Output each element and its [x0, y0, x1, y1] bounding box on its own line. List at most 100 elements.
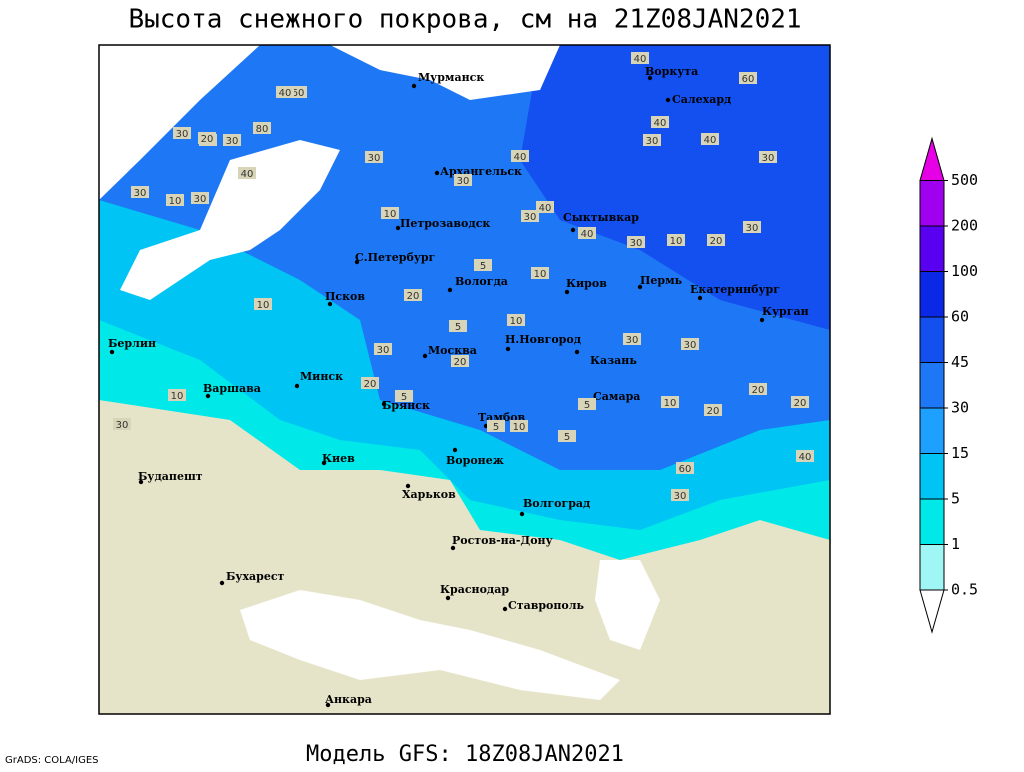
city-dot [138, 479, 144, 485]
contour-label-box [507, 314, 525, 326]
colorbar-segment [919, 453, 945, 500]
contour-label: 80 [256, 124, 269, 135]
caspian-sea [595, 560, 660, 650]
colorbar-high [919, 136, 945, 181]
city-label: Москва [428, 344, 477, 357]
contour-label-box [511, 150, 529, 162]
contour-label-box [667, 234, 685, 246]
city-label: Будапешт [138, 470, 203, 483]
contour-label: 30 [176, 129, 189, 140]
contour-label-box [743, 221, 761, 233]
city-dot [452, 447, 458, 453]
contour-label-box [276, 86, 294, 98]
city-dot [637, 284, 643, 290]
contour-label-box [643, 134, 661, 146]
contour-label-box [173, 127, 191, 139]
city-label: Воркута [645, 65, 698, 78]
contour-label: 5 [584, 400, 590, 411]
contour-label-box [449, 320, 467, 332]
city-dot [381, 401, 387, 407]
contour-label-box [474, 259, 492, 271]
contour-label: 20 [364, 379, 377, 390]
city-dot [647, 75, 653, 81]
contour-label: 30 [646, 136, 659, 147]
contour-label: 40 [799, 452, 812, 463]
city-dot [411, 83, 417, 89]
colorbar-segment [919, 316, 945, 363]
contour-label: 60 [679, 464, 692, 475]
city-dot [434, 170, 440, 176]
city-label: Волгоград [523, 497, 590, 510]
contour-label: 30 [457, 176, 470, 187]
city-label: Минск [300, 370, 343, 383]
colorbar-segment [919, 544, 945, 591]
barents-sea [330, 45, 560, 100]
city-dot [450, 545, 456, 551]
map-frame [98, 44, 831, 715]
cities: Мурманск Воркута Салехард Архангельск Сыктыв… [108, 65, 809, 708]
colorbar-label: 5 [951, 490, 960, 508]
contour-label-box [113, 418, 131, 430]
city-label: Самара [593, 390, 640, 403]
colorbar-segment [919, 362, 945, 409]
contour-label-box [451, 355, 469, 367]
contour-label-box [759, 151, 777, 163]
contour-label-box [521, 210, 539, 222]
contour-labels: 6080403030403010303020304060403040304030… [113, 52, 814, 502]
city-label: Ставрополь [508, 599, 585, 612]
city-dot [519, 511, 525, 517]
colorbar-label: 15 [951, 444, 969, 462]
black-sea [240, 590, 620, 700]
contour-label-box [238, 167, 256, 179]
contour-label: 30 [626, 335, 639, 346]
contour-label: 30 [674, 491, 687, 502]
colorbar-label: 60 [951, 308, 969, 326]
contour-label-box [191, 192, 209, 204]
contour-label-box [681, 338, 699, 350]
contour-label: 5 [564, 432, 570, 443]
contour-label: 40 [581, 229, 594, 240]
city-dot [447, 287, 453, 293]
contour-label: 10 [664, 398, 677, 409]
colorbar-segment [919, 498, 945, 545]
contour-label-box [749, 383, 767, 395]
contour-label: 20 [752, 385, 765, 396]
contour-label-box [395, 390, 413, 402]
colorbar-segment [919, 407, 945, 454]
city-label: Брянск [382, 399, 430, 412]
contour-label-box [374, 343, 392, 355]
contour-label-box [701, 133, 719, 145]
colorbar-label: 200 [951, 217, 978, 235]
contour-label-box [578, 227, 596, 239]
contour-label-box [676, 462, 694, 474]
city-label: Киров [566, 277, 607, 290]
contour-label: 20 [710, 236, 723, 247]
city-dot [354, 259, 360, 265]
contour-label-box [531, 267, 549, 279]
city-label: Харьков [402, 488, 456, 501]
baltic-sea [120, 140, 340, 300]
contour-label: 30 [762, 153, 775, 164]
city-label: Ростов-на-Дону [452, 534, 553, 547]
contour-label: 20 [454, 357, 467, 368]
colorbar-label: 30 [951, 399, 969, 417]
contour-label: 30 [226, 136, 239, 147]
contour-label-box [254, 298, 272, 310]
city-label: Варшава [203, 382, 261, 395]
city-label: Бухарест [226, 570, 285, 583]
contour-label: 40 [634, 54, 647, 65]
city-dot [445, 595, 451, 601]
contour-label: 20 [794, 398, 807, 409]
city-label: Сыктывкар [563, 211, 639, 224]
contour-label-box [558, 430, 576, 442]
colorbar-label: 0.5 [951, 581, 978, 599]
contour-label: 30 [377, 345, 390, 356]
contour-label: 30 [630, 238, 643, 249]
city-dot [665, 97, 671, 103]
contour-label: 10 [510, 316, 523, 327]
snow-deep [520, 45, 830, 330]
contour-label: 10 [171, 391, 184, 402]
city-label: Вологда [455, 275, 508, 288]
